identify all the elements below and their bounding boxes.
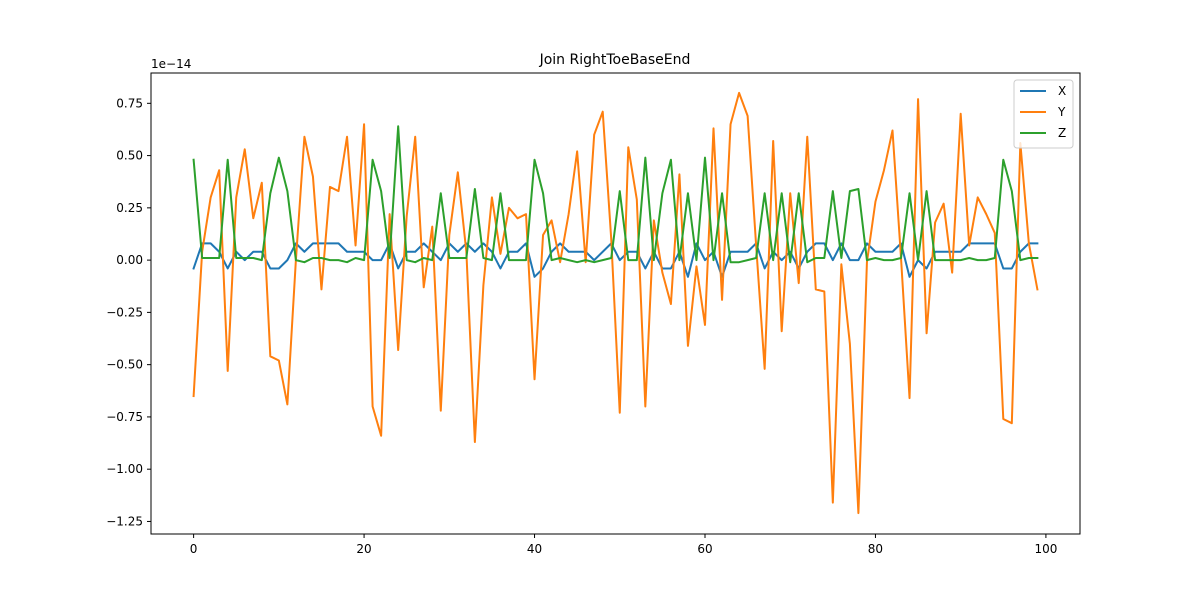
x-axis-ticks: 0 20 40 60 80 100: [190, 534, 1057, 556]
series-layer: [192, 91, 1039, 515]
series-line-y: [192, 91, 1039, 515]
chart-title: Join RightToeBaseEnd: [539, 52, 691, 68]
legend-label-z: Z: [1058, 126, 1066, 140]
x-tick-label: 80: [868, 542, 883, 556]
plot-frame: [150, 72, 1081, 535]
y-tick-label: 0.50: [116, 149, 143, 163]
x-tick-label: 100: [1034, 542, 1057, 556]
x-tick-label: 0: [190, 542, 198, 556]
y-axis-ticks: −1.25 −1.00 −0.75 −0.50 −0.25 0.00 0.25 0.50 0.7…: [106, 96, 151, 528]
y-tick-label: 0.25: [116, 201, 143, 215]
series-line-z: [192, 125, 1039, 264]
y-tick-label: −0.75: [106, 410, 143, 424]
y-tick-label: −0.25: [106, 305, 143, 319]
legend-box: [1013, 79, 1074, 149]
plot-area: [151, 73, 1080, 534]
x-tick-label: 60: [697, 542, 712, 556]
y-offset-label: 1e−14: [151, 57, 191, 71]
legend: XYZ: [1013, 79, 1074, 149]
x-tick-label: 40: [527, 542, 542, 556]
y-tick-label: 0.00: [116, 253, 143, 267]
y-tick-label: 0.75: [116, 96, 143, 110]
y-tick-label: −0.50: [106, 358, 143, 372]
y-tick-label: −1.00: [106, 462, 143, 476]
x-tick-label: 20: [356, 542, 371, 556]
legend-label-x: X: [1058, 84, 1066, 98]
legend-label-y: Y: [1057, 105, 1066, 119]
series-line-x: [192, 242, 1039, 278]
y-tick-label: −1.25: [106, 514, 143, 528]
